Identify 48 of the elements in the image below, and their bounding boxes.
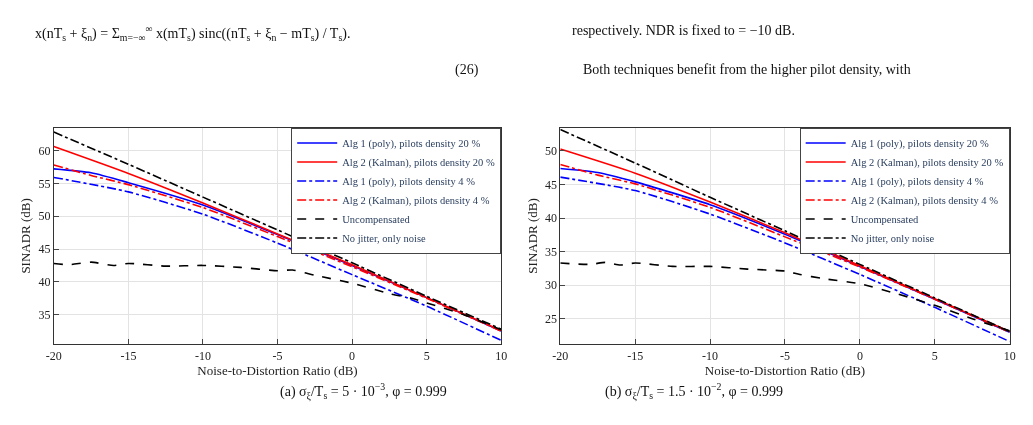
legend-label: Alg 1 (poly), pilots density 20 % bbox=[342, 138, 481, 151]
x-tick-label: -5 bbox=[272, 348, 283, 363]
legend-label: Alg 1 (poly), pilots density 20 % bbox=[850, 138, 989, 151]
x-tick-label: 5 bbox=[931, 348, 938, 363]
text: (b) σ$_{ξ}$/T$_{s}$ = 1.5 · 10$^{−2}$, φ = 0.999 bbox=[605, 381, 784, 402]
y-axis-title: SINADR (dB) bbox=[524, 198, 540, 274]
legend-label: Uncompensated bbox=[850, 214, 920, 226]
text: Both techniques benefit from the higher pilot density, with bbox=[583, 62, 911, 77]
text: (a) σ$_{ξ}$/T$_{s}$ = 5 · 10$^{−3}$, φ = 0.999 bbox=[280, 381, 447, 402]
legend-label: Alg 2 (Kalman), pilots density 4 % bbox=[850, 195, 999, 208]
x-tick-label: 5 bbox=[423, 348, 430, 363]
x-tick-label: -15 bbox=[120, 348, 137, 363]
y-tick-label: 45 bbox=[544, 177, 557, 192]
legend-label: No jitter, only noise bbox=[850, 233, 935, 245]
x-tick-label: -5 bbox=[779, 348, 790, 363]
x-tick-label: -20 bbox=[552, 348, 569, 363]
y-tick-label: 35 bbox=[544, 244, 557, 259]
y-tick-label: 40 bbox=[544, 211, 557, 226]
y-tick-label: 50 bbox=[38, 209, 51, 224]
legend-label: Alg 2 (Kalman), pilots density 20 % bbox=[850, 157, 1004, 170]
x-tick-label: 0 bbox=[349, 348, 356, 363]
y-tick-label: 50 bbox=[544, 144, 557, 159]
y-tick-label: 35 bbox=[38, 307, 51, 322]
x-tick-label: -10 bbox=[702, 348, 719, 363]
x-axis-title: Noise-to-Distortion Ratio (dB) bbox=[197, 363, 358, 379]
y-tick-label: 60 bbox=[38, 143, 51, 158]
y-tick-label: 25 bbox=[544, 311, 557, 326]
x-tick-label: 10 bbox=[1003, 348, 1016, 363]
legend-label: Alg 1 (poly), pilots density 4 % bbox=[342, 176, 476, 189]
x-tick-label: -20 bbox=[45, 348, 62, 363]
x-tick-label: 10 bbox=[495, 348, 508, 363]
x-tick-label: -10 bbox=[194, 348, 211, 363]
legend-label: Alg 2 (Kalman), pilots density 4 % bbox=[342, 195, 490, 208]
legend-label: No jitter, only noise bbox=[342, 233, 427, 245]
text: respectively. NDR is fixed to = −10 dB. bbox=[572, 23, 795, 38]
legend-label: Uncompensated bbox=[342, 214, 411, 226]
y-axis-title: SINADR (dB) bbox=[18, 198, 34, 274]
y-tick-label: 30 bbox=[544, 278, 557, 293]
y-tick-label: 40 bbox=[38, 275, 51, 290]
x-tick-label: 0 bbox=[856, 348, 863, 363]
legend-label: Alg 2 (Kalman), pilots density 20 % bbox=[342, 157, 495, 170]
y-tick-label: 45 bbox=[38, 242, 51, 257]
text: (26) bbox=[455, 62, 479, 78]
x-tick-label: -15 bbox=[627, 348, 644, 363]
y-tick-label: 55 bbox=[38, 176, 51, 191]
legend-label: Alg 1 (poly), pilots density 4 % bbox=[850, 176, 984, 189]
text: x(nT$_{s}$ + ξ$_{n}$) = Σ$_{m=−∞}$$^{∞}$ x(mT$_{s}$) sinc((nT$_{s}$ + ξ$_{n}$ − mT$_{s}$) / T$_{s}$). bbox=[35, 23, 351, 43]
x-axis-title: Noise-to-Distortion Ratio (dB) bbox=[704, 363, 866, 379]
